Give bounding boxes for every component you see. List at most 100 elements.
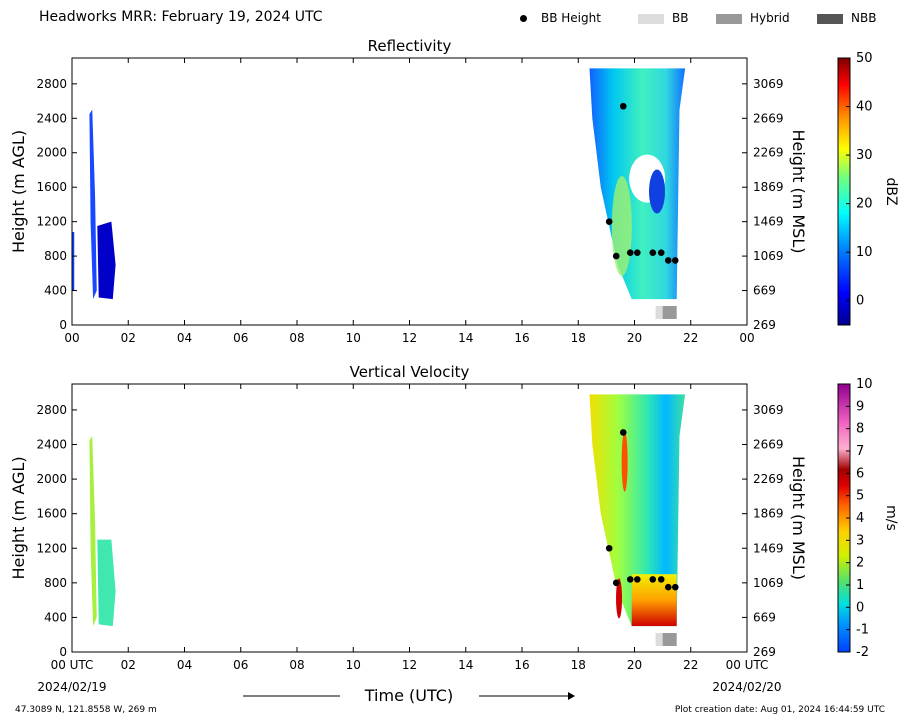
legend-item: BB Height xyxy=(520,11,601,25)
data-field xyxy=(89,394,686,627)
colorbar-label: dBZ xyxy=(883,177,899,205)
x-tick-label: 04 xyxy=(177,331,192,345)
legend-swatch xyxy=(817,13,843,24)
legend-swatch xyxy=(716,13,742,24)
bb-height-point xyxy=(657,249,665,256)
y-tick-label: 1600 xyxy=(36,180,67,194)
echo-region xyxy=(89,109,97,300)
legend-marker xyxy=(520,15,527,22)
colorbar-tick-label: 9 xyxy=(856,399,864,414)
legend-item: Hybrid xyxy=(716,11,790,25)
colorbar-tick-label: 4 xyxy=(856,511,864,526)
y-tick-label-right: 669 xyxy=(753,284,776,298)
legend-item: BB xyxy=(638,11,688,25)
echo-region xyxy=(611,175,632,276)
bb-height-point xyxy=(619,102,627,110)
bb-height-point xyxy=(605,544,613,552)
bb-height-point xyxy=(657,576,665,583)
bb-height-point xyxy=(664,257,672,264)
x-tick-label: 10 xyxy=(346,331,361,345)
location-text: 47.3089 N, 121.8558 W, 269 m xyxy=(15,705,157,715)
x-tick-label: 18 xyxy=(571,658,586,672)
bb-height-point xyxy=(626,576,634,583)
x-tick-label: 08 xyxy=(289,331,304,345)
colorbar-tick-label: 0 xyxy=(856,600,864,615)
bb-height-point xyxy=(612,579,620,587)
panel-title: Vertical Velocity xyxy=(350,363,470,381)
y-tick-label-right: 1069 xyxy=(753,576,784,590)
x-tick-label: 02 xyxy=(121,658,136,672)
x-tick-label: 00 xyxy=(64,331,79,345)
colorbar-tick-label: 0 xyxy=(856,294,864,309)
colorbar-tick-label: 10 xyxy=(856,245,873,260)
colorbar-tick-label: -1 xyxy=(856,623,869,638)
bb-height-point xyxy=(626,249,634,256)
y-tick-label: 800 xyxy=(44,249,67,263)
y-tick-label: 1200 xyxy=(36,541,67,555)
bb-height-point xyxy=(649,576,657,583)
colorbar-tick-label: 5 xyxy=(856,489,864,504)
x-tick-label: 14 xyxy=(458,331,473,345)
x-tick-label: 14 xyxy=(458,658,473,672)
data-field xyxy=(72,68,686,300)
y-axis-label: Height (m AGL) xyxy=(9,130,28,253)
x-tick-label: 18 xyxy=(571,331,586,345)
y-tick-label-right: 1469 xyxy=(753,541,784,555)
x-tick-label: 06 xyxy=(233,331,248,345)
bb-type-segment xyxy=(655,633,663,646)
x-tick-label: 12 xyxy=(402,658,417,672)
y-tick-label: 400 xyxy=(44,284,67,298)
colorbar-tick-label: 1 xyxy=(856,578,864,593)
echo-region xyxy=(72,231,75,291)
echo-region xyxy=(89,435,97,627)
x-tick-label: 20 xyxy=(627,331,642,345)
x-tick-label: 10 xyxy=(346,658,361,672)
x-tick-label: 20 xyxy=(627,658,642,672)
y-tick-label: 2000 xyxy=(36,472,67,486)
bb-height-point xyxy=(664,583,672,591)
echo-region xyxy=(631,574,677,627)
y-tick-label-right: 2669 xyxy=(753,111,784,125)
bb-type-segment xyxy=(662,306,677,319)
x-tick-label: 12 xyxy=(402,331,417,345)
y-tick-label-right: 2269 xyxy=(753,146,784,160)
colorbar-tick-label: 10 xyxy=(856,377,873,392)
colorbar-tick-label: 20 xyxy=(856,197,873,212)
legend-label: BB xyxy=(672,11,689,25)
x-tick-label: 04 xyxy=(177,658,192,672)
colorbar-tick-label: 2 xyxy=(856,556,864,571)
y-tick-label: 2400 xyxy=(36,111,67,125)
x-tick-label: 22 xyxy=(683,331,698,345)
colorbar-tick-label: 7 xyxy=(856,444,864,459)
y-tick-label: 800 xyxy=(44,576,67,590)
echo-region xyxy=(589,394,686,627)
y-tick-label-right: 1869 xyxy=(753,180,784,194)
colorbar-bar xyxy=(837,57,851,326)
y-tick-label-right: 1469 xyxy=(753,215,784,229)
colorbar: 50 40 30 20 10 0 dBZ xyxy=(837,51,899,326)
y-tick-label-right: 2269 xyxy=(753,472,784,486)
y-tick-label-right: 1869 xyxy=(753,507,784,521)
colorbar-tick-label: 6 xyxy=(856,466,864,481)
y-tick-label-right: 1069 xyxy=(753,249,784,263)
y-tick-label: 1600 xyxy=(36,507,67,521)
bb-type-segment xyxy=(662,633,677,646)
colorbar-tick-label: 8 xyxy=(856,422,864,437)
bb-height-point xyxy=(619,429,627,436)
y-tick-label-right: 269 xyxy=(753,645,776,659)
bb-height-point xyxy=(605,218,613,225)
legend-label: NBB xyxy=(851,11,877,25)
echo-region xyxy=(97,539,116,627)
x-tick-label: 06 xyxy=(233,658,248,672)
bb-height-point xyxy=(671,257,679,264)
creation-date-text: Plot creation date: Aug 01, 2024 16:44:5… xyxy=(674,705,885,715)
y-axis-label-right: Height (m MSL) xyxy=(789,129,808,253)
x-tick-label: 00 UTC xyxy=(51,658,94,672)
colorbar-tick-label: 50 xyxy=(856,51,873,66)
colorbar-tick-label: 30 xyxy=(856,148,873,163)
x-tick-label: 22 xyxy=(683,658,698,672)
